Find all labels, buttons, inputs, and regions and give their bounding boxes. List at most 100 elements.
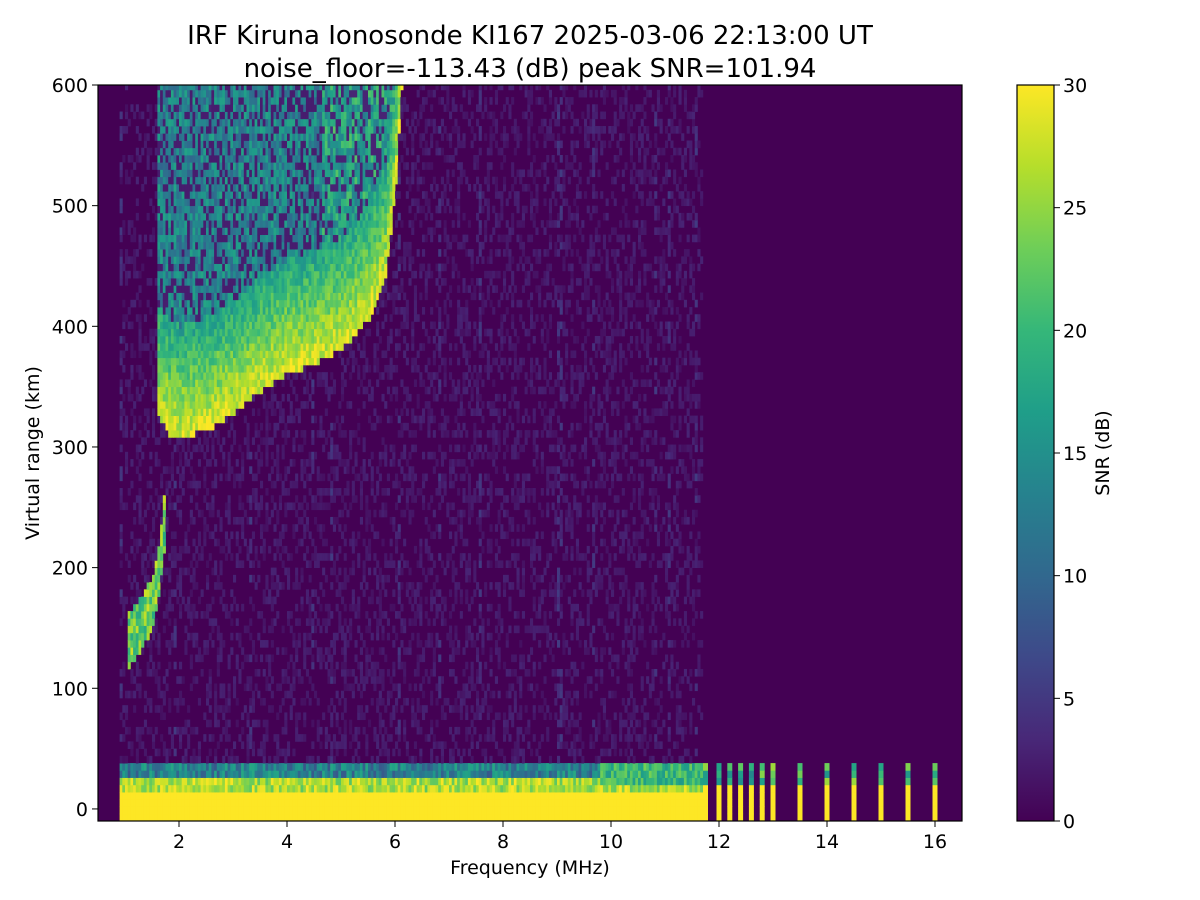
heatmap-cell (206, 85, 210, 91)
heatmap-cell (160, 263, 164, 272)
heatmap-cell (219, 408, 223, 416)
heatmap-cell (152, 734, 156, 742)
heatmap-cell (281, 85, 285, 91)
heatmap-cell (230, 227, 234, 236)
heatmap-cell (189, 278, 193, 286)
heatmap-cell (179, 328, 183, 337)
heatmap-cell (238, 516, 242, 525)
heatmap-cell (289, 183, 293, 192)
heatmap-cell (233, 191, 237, 199)
heatmap-cell (176, 784, 180, 793)
heatmap-cell (162, 278, 166, 286)
heatmap-cell (254, 350, 258, 359)
heatmap-cell (162, 212, 166, 221)
heatmap-cell (284, 784, 288, 793)
heatmap-cell (203, 466, 207, 474)
heatmap-cell (168, 241, 172, 250)
heatmap-cell (184, 459, 188, 467)
heatmap-cell (189, 799, 193, 807)
heatmap-cell (224, 777, 228, 786)
heatmap-cell (130, 408, 134, 416)
heatmap-cell (270, 596, 274, 605)
heatmap-cell (214, 683, 218, 692)
heatmap-cell (292, 118, 296, 127)
heatmap-cell (219, 524, 223, 532)
heatmap-cell (251, 176, 255, 185)
heatmap-cell (189, 321, 193, 330)
heatmap-cell (160, 806, 164, 815)
heatmap-cell (179, 285, 183, 293)
heatmap-cell (292, 640, 296, 648)
heatmap-cell (270, 466, 274, 474)
heatmap-cell (176, 401, 180, 409)
heatmap-cell (295, 169, 299, 178)
heatmap-cell (189, 589, 193, 597)
heatmap-cell (254, 495, 258, 503)
heatmap-cell (130, 625, 134, 634)
heatmap-cell (189, 603, 193, 612)
heatmap-cell (238, 154, 242, 163)
heatmap-cell (141, 183, 145, 192)
heatmap-cell (160, 379, 164, 388)
heatmap-cell (324, 241, 328, 250)
heatmap-cell (197, 111, 201, 120)
heatmap-cell (157, 567, 161, 576)
heatmap-cell (289, 140, 293, 149)
heatmap-cell (278, 314, 282, 322)
heatmap-cell (189, 408, 193, 416)
heatmap-cell (162, 567, 166, 576)
heatmap-cell (222, 97, 226, 105)
heatmap-cell (297, 183, 301, 192)
heatmap-cell (141, 263, 145, 272)
heatmap-cell (179, 350, 183, 359)
heatmap-cell (235, 755, 239, 764)
heatmap-cell (143, 314, 147, 322)
heatmap-cell (287, 763, 291, 771)
heatmap-cell (249, 741, 253, 750)
heatmap-cell (246, 777, 250, 786)
heatmap-cell (176, 495, 180, 503)
heatmap-cell (311, 770, 315, 778)
heatmap-cell (297, 813, 301, 821)
heatmap-cell (300, 364, 304, 373)
heatmap-cell (249, 118, 253, 127)
heatmap-cell (251, 437, 255, 445)
heatmap-cell (173, 191, 177, 199)
heatmap-cell (222, 162, 226, 170)
heatmap-cell (305, 285, 309, 293)
heatmap-cell (216, 314, 220, 322)
heatmap-cell (249, 495, 253, 503)
heatmap-cell (260, 748, 264, 757)
heatmap-cell (227, 292, 231, 301)
heatmap-cell (197, 364, 201, 373)
heatmap-cell (173, 335, 177, 344)
heatmap-cell (160, 343, 164, 351)
heatmap-cell (157, 632, 161, 641)
heatmap-cell (187, 603, 191, 612)
heatmap-cell (208, 227, 212, 236)
heatmap-cell (284, 437, 288, 445)
heatmap-cell (262, 335, 266, 344)
heatmap-cell (270, 437, 274, 445)
heatmap-cell (235, 531, 239, 540)
heatmap-cell (235, 191, 239, 199)
heatmap-cell (216, 393, 220, 402)
heatmap-cell (278, 307, 282, 315)
heatmap-cell (176, 574, 180, 583)
heatmap-cell (257, 97, 261, 105)
heatmap-cell (311, 328, 315, 337)
heatmap-cell (289, 813, 293, 821)
heatmap-cell (184, 386, 188, 395)
heatmap-cell (260, 191, 264, 199)
heatmap-cell (308, 89, 312, 98)
heatmap-cell (278, 531, 282, 540)
heatmap-cell (187, 379, 191, 388)
heatmap-cell (268, 85, 272, 91)
heatmap-cell (214, 393, 218, 402)
heatmap-cell (289, 654, 293, 663)
heatmap-cell (273, 154, 277, 163)
heatmap-cell (297, 734, 301, 742)
heatmap-cell (195, 502, 199, 511)
heatmap-cell (176, 596, 180, 605)
heatmap-cell (268, 256, 272, 264)
